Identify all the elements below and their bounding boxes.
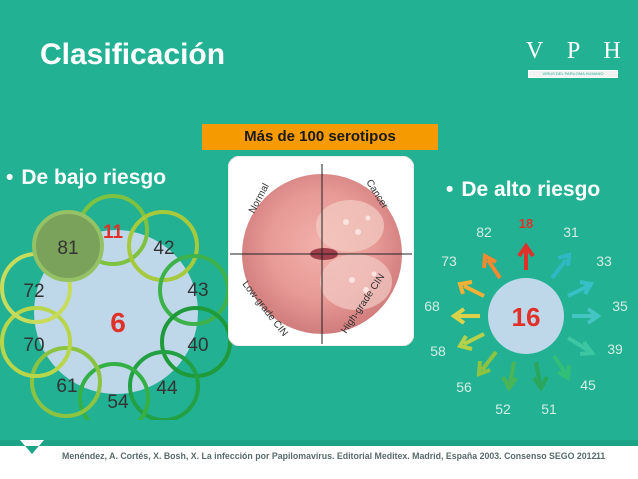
high-risk-diagram: 16 18 31 33 35 39 45 51 52 56 58 68 73 8… — [424, 216, 628, 417]
type-61: 61 — [56, 376, 77, 397]
page-number: 11 — [596, 451, 606, 461]
type-45: 45 — [580, 377, 596, 393]
petal-70 — [0, 306, 72, 378]
low-risk-center-number: 6 — [110, 307, 126, 338]
type-70: 70 — [23, 335, 44, 356]
cervix-illustration: Normal Cancer Low-grade CIN High-grade C… — [228, 156, 414, 346]
high-risk-heading: • De alto riesgo — [446, 178, 600, 202]
type-51: 51 — [541, 401, 557, 417]
type-72: 72 — [23, 281, 44, 302]
type-56: 56 — [456, 379, 472, 395]
vph-logo: V P H — [526, 38, 630, 64]
type-11: 11 — [103, 222, 124, 243]
high-risk-center-circle — [488, 278, 564, 354]
bullet-icon: • — [6, 166, 14, 189]
type-73: 73 — [441, 253, 457, 269]
type-43: 43 — [187, 280, 208, 301]
type-42: 42 — [153, 238, 174, 259]
type-35: 35 — [612, 298, 628, 314]
bullet-icon: • — [446, 178, 454, 201]
low-risk-diagram: 6 11 42 43 40 44 54 61 70 72 81 — [0, 194, 232, 420]
type-40: 40 — [187, 335, 208, 356]
type-58: 58 — [430, 343, 446, 359]
type-52: 52 — [495, 401, 511, 417]
type-31: 31 — [563, 224, 579, 240]
low-risk-heading: • De bajo riesgo — [6, 166, 166, 190]
type-39: 39 — [607, 341, 623, 357]
type-44: 44 — [156, 378, 178, 399]
petal-54 — [78, 362, 150, 420]
footer-citation: Menéndez, A. Cortés, X. Bosh, X. La infe… — [62, 451, 599, 461]
high-risk-center-number: 16 — [512, 302, 541, 332]
type-54: 54 — [107, 392, 129, 413]
type-33: 33 — [596, 253, 612, 269]
type-81: 81 — [57, 238, 78, 259]
petal-81 — [32, 210, 104, 282]
high-risk-heading-text: De alto riesgo — [461, 178, 601, 201]
type-68: 68 — [424, 298, 440, 314]
petal-44 — [128, 350, 200, 420]
page-title: Clasificación — [40, 38, 226, 71]
type-18: 18 — [519, 216, 533, 231]
serotypes-banner: Más de 100 serotipos — [202, 124, 438, 150]
logo-subtitle: VIRUS DEL PAPILOMA HUMANO — [528, 70, 618, 78]
petal-61 — [30, 346, 102, 418]
low-risk-heading-text: De bajo riesgo — [21, 166, 167, 189]
type-82: 82 — [476, 224, 492, 240]
